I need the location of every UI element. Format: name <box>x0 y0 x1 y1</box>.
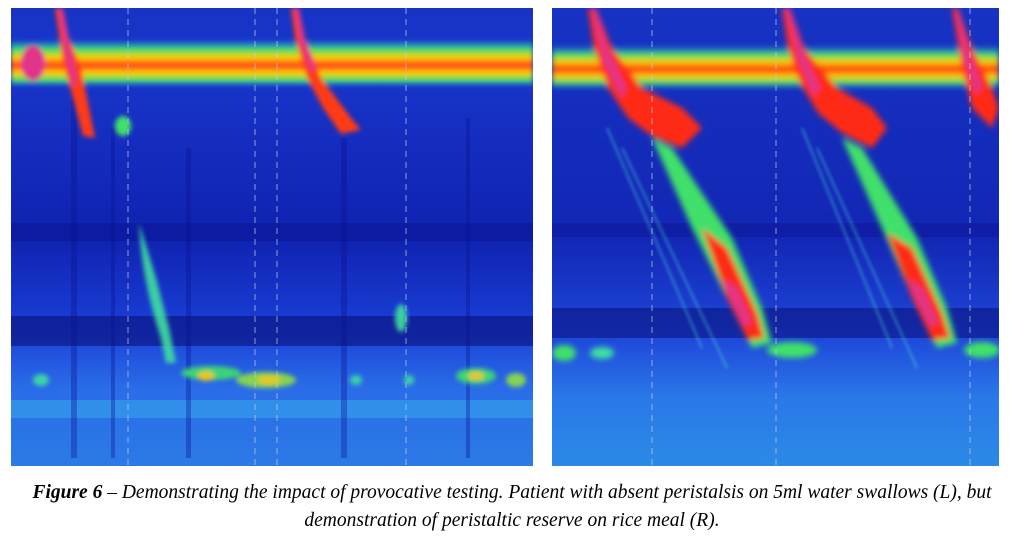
pressure-topography-left <box>11 8 533 466</box>
figure-caption: Figure 6 – Demonstrating the impact of p… <box>0 479 1024 535</box>
figure-label: Figure 6 <box>32 482 102 503</box>
hrm-plot-right-rice-meal <box>552 8 999 466</box>
figure-caption-text: – Demonstrating the impact of provocativ… <box>102 482 991 531</box>
hrm-plot-left-water-swallows <box>11 8 533 466</box>
pressure-topography-right <box>552 8 999 466</box>
